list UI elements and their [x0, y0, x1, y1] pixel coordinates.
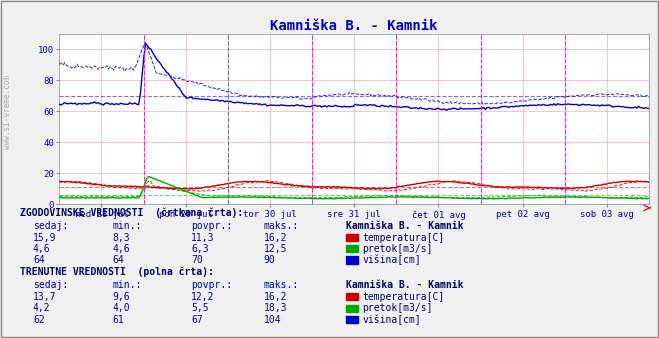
Title: Kamniška B. - Kamnik: Kamniška B. - Kamnik — [270, 19, 438, 33]
Text: 12,2: 12,2 — [191, 292, 215, 302]
Text: sedaj:: sedaj: — [33, 280, 68, 290]
Text: 11,3: 11,3 — [191, 233, 215, 243]
Text: 8,3: 8,3 — [112, 233, 130, 243]
Text: 4,2: 4,2 — [33, 303, 51, 313]
Text: maks.:: maks.: — [264, 280, 299, 290]
Text: povpr.:: povpr.: — [191, 280, 232, 290]
Text: min.:: min.: — [112, 221, 142, 231]
Text: ZGODOVINSKE VREDNOSTI  (črtkana črta):: ZGODOVINSKE VREDNOSTI (črtkana črta): — [20, 208, 243, 218]
Text: pretok[m3/s]: pretok[m3/s] — [362, 244, 433, 254]
Text: 5,5: 5,5 — [191, 303, 209, 313]
Text: 67: 67 — [191, 315, 203, 325]
Text: 64: 64 — [112, 255, 124, 265]
Text: temperatura[C]: temperatura[C] — [362, 233, 445, 243]
Text: 90: 90 — [264, 255, 275, 265]
Text: 12,5: 12,5 — [264, 244, 287, 254]
Text: višina[cm]: višina[cm] — [362, 255, 421, 265]
Text: 70: 70 — [191, 255, 203, 265]
Text: 4,6: 4,6 — [112, 244, 130, 254]
Text: TRENUTNE VREDNOSTI  (polna črta):: TRENUTNE VREDNOSTI (polna črta): — [20, 267, 214, 277]
Text: Kamniška B. - Kamnik: Kamniška B. - Kamnik — [346, 280, 463, 290]
Text: 6,3: 6,3 — [191, 244, 209, 254]
Text: sedaj:: sedaj: — [33, 221, 68, 231]
Text: temperatura[C]: temperatura[C] — [362, 292, 445, 302]
Text: pretok[m3/s]: pretok[m3/s] — [362, 303, 433, 313]
Text: maks.:: maks.: — [264, 221, 299, 231]
Text: min.:: min.: — [112, 280, 142, 290]
Text: 16,2: 16,2 — [264, 292, 287, 302]
Text: 4,0: 4,0 — [112, 303, 130, 313]
Text: 15,9: 15,9 — [33, 233, 57, 243]
Text: 13,7: 13,7 — [33, 292, 57, 302]
Text: 64: 64 — [33, 255, 45, 265]
Text: Kamniška B. - Kamnik: Kamniška B. - Kamnik — [346, 221, 463, 231]
Text: www.si-vreme.com: www.si-vreme.com — [3, 75, 13, 148]
Text: 16,2: 16,2 — [264, 233, 287, 243]
Text: povpr.:: povpr.: — [191, 221, 232, 231]
Text: 4,6: 4,6 — [33, 244, 51, 254]
Text: 104: 104 — [264, 315, 281, 325]
Text: 61: 61 — [112, 315, 124, 325]
Text: 9,6: 9,6 — [112, 292, 130, 302]
Text: 62: 62 — [33, 315, 45, 325]
Text: 18,3: 18,3 — [264, 303, 287, 313]
Text: višina[cm]: višina[cm] — [362, 314, 421, 325]
